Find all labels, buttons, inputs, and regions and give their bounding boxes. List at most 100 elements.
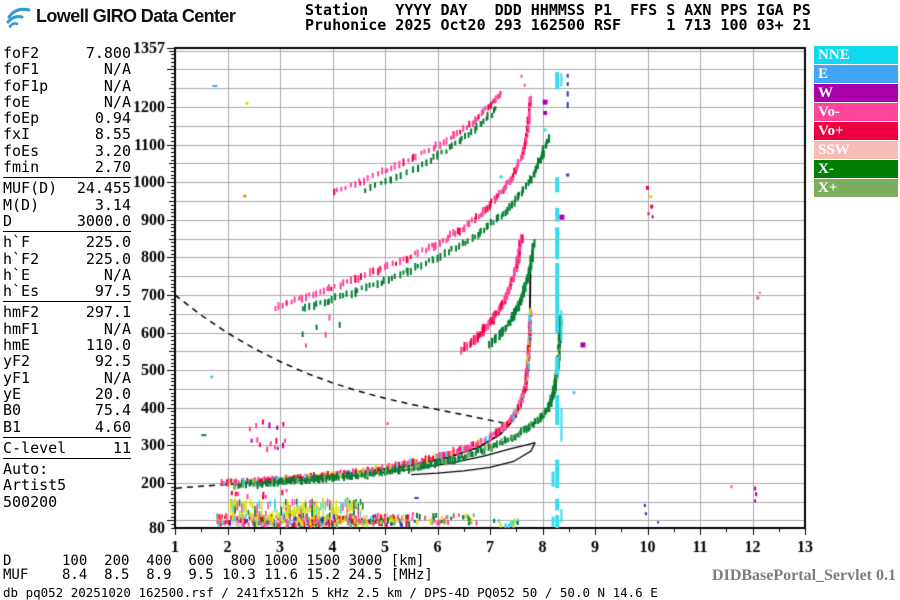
parameter-label: C-level bbox=[3, 438, 67, 457]
parameter-label: h`F2 bbox=[3, 249, 40, 268]
parameter-label: yE bbox=[3, 384, 22, 403]
parameter-label: D bbox=[3, 211, 13, 230]
legend-item-w: W bbox=[814, 84, 898, 102]
parameter-panel: foF2 7.800 foF1 N/A foF1p N/A foE N/A foEp 0.94 fx… bbox=[3, 45, 131, 514]
parameter-row: yE 20.0 bbox=[3, 384, 131, 403]
parameter-label: hmF1 bbox=[3, 319, 40, 338]
parameter-row: MUF(D) 24.455 bbox=[3, 179, 131, 198]
parameter-value: 24.455 bbox=[76, 179, 131, 198]
parameter-label: foF2 bbox=[3, 44, 40, 62]
parameter-label: h`E bbox=[3, 265, 31, 284]
parameter-row: foE N/A bbox=[3, 92, 131, 111]
muf-row: MUF 8.4 8.5 8.9 9.5 10.3 11.6 15.2 24.5 … bbox=[3, 566, 433, 583]
parameter-row: foF1p N/A bbox=[3, 76, 131, 95]
parameter-row: Artist5 bbox=[3, 476, 131, 495]
parameter-value: 20.0 bbox=[94, 384, 131, 403]
parameter-value: N/A bbox=[103, 76, 131, 95]
parameter-value: 0.94 bbox=[94, 109, 131, 128]
parameter-label: Artist5 bbox=[3, 476, 67, 495]
parameter-label: yF1 bbox=[3, 368, 31, 387]
parameter-row: D 3000.0 bbox=[3, 211, 131, 230]
logo: Lowell GIRO Data Center bbox=[6, 4, 236, 28]
parameter-group: hmF2 297.1 hmF1 N/A hmE 110.0 yF2 92.5 yF1 N/A yE 2… bbox=[3, 303, 131, 438]
servlet-version: DIDBasePortal_Servlet 0.1 bbox=[712, 567, 896, 584]
parameter-group: Auto: Artist5 500200 bbox=[3, 461, 131, 512]
station-header-values: Pruhonice 2025 Oct20 293 162500 RSF 1 71… bbox=[305, 16, 811, 34]
parameter-value: 3.20 bbox=[94, 141, 131, 160]
d-row: D 100 200 400 600 800 1000 1500 3000 [km… bbox=[3, 553, 425, 569]
parameter-value: N/A bbox=[103, 92, 131, 111]
parameter-value: 110.0 bbox=[85, 336, 131, 355]
parameter-row: Auto: bbox=[3, 460, 131, 479]
legend-item-ssw: SSW bbox=[814, 141, 898, 159]
parameter-label: M(D) bbox=[3, 195, 40, 214]
parameter-group: h`F 225.0 h`F2 225.0 h`E N/A h`Es 97.5 bbox=[3, 233, 131, 303]
parameter-row: foF2 7.800 bbox=[3, 44, 131, 62]
parameter-value: 3.14 bbox=[94, 195, 131, 214]
parameter-row: fxI 8.55 bbox=[3, 125, 131, 144]
parameter-label: h`Es bbox=[3, 282, 40, 301]
parameter-label: foF1p bbox=[3, 76, 49, 95]
legend-item-xplus: X+ bbox=[814, 179, 898, 197]
parameter-label: B0 bbox=[3, 401, 22, 420]
parameter-row: h`Es 97.5 bbox=[3, 282, 131, 301]
parameter-label: hmE bbox=[3, 336, 31, 355]
station-header-columns: Station YYYY DAY DDD HHMMSS P1 FFS S AXN… bbox=[305, 1, 811, 19]
parameter-value: 2.70 bbox=[94, 158, 131, 177]
legend-item-e: E bbox=[814, 65, 898, 83]
parameter-row: yF1 N/A bbox=[3, 368, 131, 387]
parameter-row: M(D) 3.14 bbox=[3, 195, 131, 214]
parameter-label: Auto: bbox=[3, 460, 49, 479]
parameter-value: N/A bbox=[103, 368, 131, 387]
legend-item-voplus: Vo+ bbox=[814, 122, 898, 140]
parameter-value: 225.0 bbox=[85, 249, 131, 268]
parameter-row: foEp 0.94 bbox=[3, 109, 131, 128]
parameter-row: foF1 N/A bbox=[3, 60, 131, 79]
legend-item-vominus: Vo- bbox=[814, 103, 898, 121]
parameter-row: fmin 2.70 bbox=[3, 158, 131, 177]
parameter-label: h`F bbox=[3, 233, 31, 252]
direction-legend: NNE E W Vo- Vo+ SSW X- X+ bbox=[814, 46, 898, 198]
parameter-value: 7.800 bbox=[85, 44, 131, 62]
parameter-row: foEs 3.20 bbox=[3, 141, 131, 160]
parameter-value: 75.4 bbox=[94, 401, 131, 420]
parameter-row: hmF1 N/A bbox=[3, 319, 131, 338]
station-header: Station YYYY DAY DDD HHMMSS P1 FFS S AXN… bbox=[305, 3, 811, 33]
parameter-value: 8.55 bbox=[94, 125, 131, 144]
parameter-row: yF2 92.5 bbox=[3, 352, 131, 371]
parameter-value: 3000.0 bbox=[76, 211, 131, 230]
logo-text: Lowell GIRO Data Center bbox=[36, 5, 236, 26]
parameter-value: 11 bbox=[112, 438, 131, 457]
parameter-group: MUF(D) 24.455 M(D) 3.14 D 3000.0 bbox=[3, 179, 131, 233]
parameter-label: B1 bbox=[3, 417, 22, 436]
parameter-value: 97.5 bbox=[94, 282, 131, 301]
parameter-row: h`F 225.0 bbox=[3, 233, 131, 252]
parameter-label: foF1 bbox=[3, 60, 40, 79]
parameter-label: yF2 bbox=[3, 352, 31, 371]
parameter-value: N/A bbox=[103, 60, 131, 79]
parameter-row: B1 4.60 bbox=[3, 417, 131, 436]
parameter-row: h`F2 225.0 bbox=[3, 249, 131, 268]
parameter-label: fxI bbox=[3, 125, 31, 144]
parameter-value: 4.60 bbox=[94, 417, 131, 436]
legend-item-nne: NNE bbox=[814, 46, 898, 64]
legend-item-xminus: X- bbox=[814, 160, 898, 178]
parameter-group: C-level 11 bbox=[3, 438, 131, 460]
parameter-row: hmF2 297.1 bbox=[3, 303, 131, 322]
d-muf-table: D 100 200 400 600 800 1000 1500 3000 [km… bbox=[3, 553, 433, 583]
parameter-row: h`E N/A bbox=[3, 265, 131, 284]
parameter-value: 297.1 bbox=[85, 303, 131, 322]
parameter-value: 92.5 bbox=[94, 352, 131, 371]
parameter-row: B0 75.4 bbox=[3, 401, 131, 420]
parameter-label: hmF2 bbox=[3, 303, 40, 322]
ionogram-plot bbox=[130, 40, 820, 556]
parameter-row: 500200 bbox=[3, 492, 131, 511]
parameter-row: hmE 110.0 bbox=[3, 336, 131, 355]
parameter-label: MUF(D) bbox=[3, 179, 58, 198]
parameter-label: 500200 bbox=[3, 492, 58, 511]
parameter-group: foF2 7.800 foF1 N/A foF1p N/A foE N/A foEp 0.94 fx… bbox=[3, 44, 131, 179]
parameter-label: fmin bbox=[3, 158, 40, 177]
parameter-label: foEp bbox=[3, 109, 40, 128]
parameter-row: C-level 11 bbox=[3, 438, 131, 457]
